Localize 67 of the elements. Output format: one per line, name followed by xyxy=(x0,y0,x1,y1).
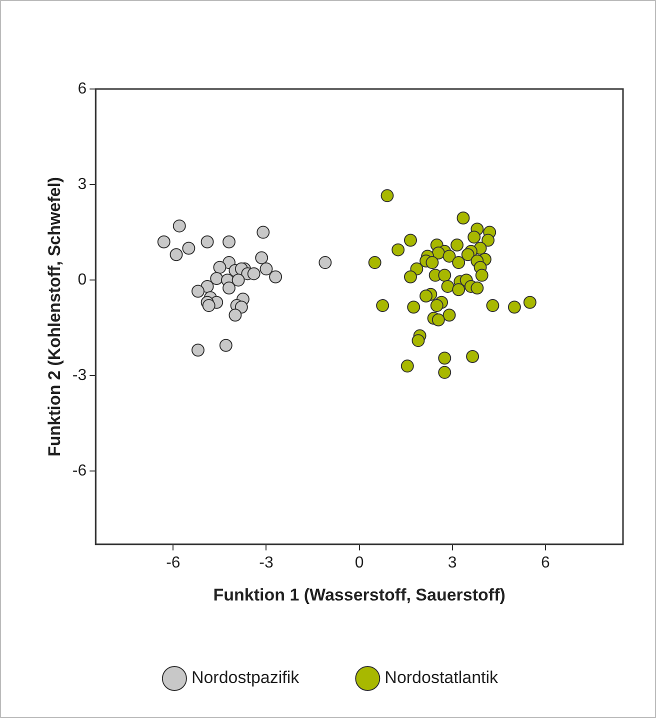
point xyxy=(475,268,488,282)
point xyxy=(461,248,474,262)
point xyxy=(438,366,452,379)
point xyxy=(430,299,444,312)
legend-label: Nordostpazifik xyxy=(191,668,300,688)
y-tick-label: 0 xyxy=(78,271,87,288)
point xyxy=(182,242,196,255)
y-tick-label: 3 xyxy=(78,176,87,193)
point xyxy=(256,226,270,239)
point xyxy=(404,234,417,247)
y-tick-label: -3 xyxy=(72,367,87,384)
point xyxy=(412,334,425,348)
point xyxy=(228,308,242,322)
x-axis-title: Funktion 1 (Wasserstoff, Sauerstoff) xyxy=(213,585,506,604)
point xyxy=(404,270,417,284)
point xyxy=(486,299,500,312)
point xyxy=(456,211,470,224)
point xyxy=(441,280,454,293)
point xyxy=(392,243,405,256)
point xyxy=(213,260,226,274)
point xyxy=(222,235,236,248)
point xyxy=(452,283,466,296)
point xyxy=(170,248,183,262)
point xyxy=(407,300,420,314)
point xyxy=(219,338,232,352)
point xyxy=(426,256,439,270)
point xyxy=(172,219,186,232)
point xyxy=(468,230,481,244)
x-tick-label: 6 xyxy=(540,554,550,572)
point xyxy=(420,290,433,302)
x-tick-label: 3 xyxy=(448,554,457,572)
point xyxy=(450,238,464,252)
point xyxy=(482,234,495,247)
point xyxy=(438,268,452,282)
point xyxy=(260,262,273,276)
point xyxy=(442,308,456,322)
y-axis-title: Funktion 2 (Kohlenstoff, Schwefel) xyxy=(44,176,64,456)
y-tick-label: 6 xyxy=(78,80,87,98)
point xyxy=(438,352,452,365)
point xyxy=(269,270,282,284)
y-tick-label: -6 xyxy=(72,462,87,480)
point xyxy=(466,350,480,364)
x-tick-label: -3 xyxy=(259,554,274,572)
x-tick-label: -6 xyxy=(166,554,180,572)
point xyxy=(432,313,445,326)
point xyxy=(400,360,414,373)
point xyxy=(247,267,260,280)
point xyxy=(157,235,170,248)
point xyxy=(523,296,536,309)
point xyxy=(318,256,332,270)
point xyxy=(200,235,214,248)
point xyxy=(376,299,390,312)
point xyxy=(508,300,521,314)
point xyxy=(452,256,466,270)
point xyxy=(232,274,245,287)
point xyxy=(210,272,224,285)
point xyxy=(255,251,268,264)
point xyxy=(192,284,204,298)
x-tick-label: 0 xyxy=(354,554,364,572)
legend-label: Nordostatlantik xyxy=(384,668,499,688)
point xyxy=(202,299,216,312)
point xyxy=(222,282,236,295)
point xyxy=(442,250,456,263)
point xyxy=(380,189,394,202)
point xyxy=(192,344,204,357)
point xyxy=(368,256,382,270)
point xyxy=(470,282,484,295)
